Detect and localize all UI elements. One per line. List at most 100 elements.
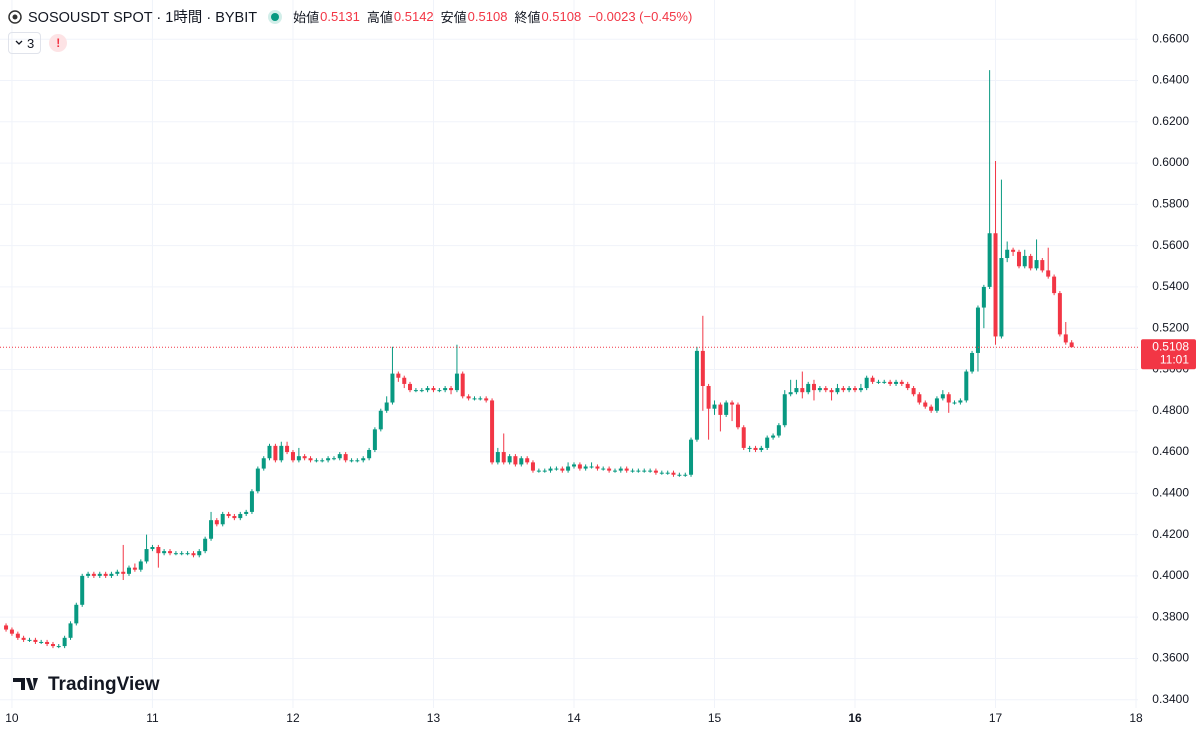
indicator-toggle[interactable]: 3	[8, 32, 42, 54]
x-tick-label: 10	[5, 711, 19, 725]
candle-body	[940, 394, 945, 399]
candle-body	[607, 468, 612, 471]
candle-body	[62, 637, 67, 647]
candle-body	[302, 456, 307, 459]
candle-body	[413, 390, 418, 392]
candle-body	[642, 470, 647, 472]
candle-body	[408, 383, 413, 391]
candle-body	[548, 468, 553, 471]
candle-body	[583, 466, 588, 469]
candle-body	[794, 388, 799, 393]
candle-body	[355, 460, 360, 462]
candle-body	[1005, 249, 1010, 259]
ohlc-value: 0.5108	[541, 9, 582, 24]
candle-body	[683, 474, 688, 476]
candle-body	[226, 513, 231, 517]
candle-body	[554, 468, 559, 470]
candle-body	[636, 470, 641, 472]
candle-body	[718, 404, 723, 415]
y-tick-label: 0.4600	[1152, 444, 1189, 458]
candle-body	[853, 388, 858, 391]
candle-body	[185, 553, 190, 555]
y-tick-label: 0.5600	[1152, 238, 1189, 252]
candle-body	[431, 388, 436, 391]
candle-body	[899, 381, 904, 384]
y-tick-label: 0.3400	[1152, 692, 1189, 706]
y-tick-label: 0.3800	[1152, 609, 1189, 623]
candle-body	[68, 623, 73, 638]
candle-body	[378, 410, 383, 430]
axes: 0.3400 0.3600 0.3800 0.4000 0.4200 0.4400 0.46…	[0, 31, 1196, 725]
candle-body	[870, 377, 875, 382]
candle-body	[788, 392, 793, 395]
candle-body	[706, 385, 711, 409]
candle-body	[665, 472, 670, 474]
candle-body	[970, 352, 975, 372]
candle-body	[384, 402, 389, 411]
candle-body	[121, 571, 126, 574]
indicator-row: 3 !	[8, 32, 68, 54]
candle-body	[490, 400, 495, 463]
candle-body	[1069, 342, 1074, 348]
ohlc-label: 終値	[514, 10, 541, 25]
candle-body	[653, 470, 658, 473]
candle-body	[86, 573, 91, 576]
y-tick-label: 0.3600	[1152, 651, 1189, 665]
candle-body	[361, 458, 366, 461]
x-tick-label: 18	[1129, 711, 1143, 725]
candle-body	[402, 377, 407, 384]
candle-body	[267, 445, 272, 459]
candle-body	[484, 398, 489, 401]
countdown-label: 11:01	[1160, 352, 1189, 366]
candle-body	[905, 383, 910, 389]
candle-body	[419, 390, 424, 392]
candle-body	[56, 646, 61, 648]
candle-body	[894, 381, 899, 384]
candle-body	[829, 390, 834, 393]
watermark: TradingView	[13, 674, 160, 695]
candle-body	[372, 429, 377, 450]
candle-body	[993, 233, 998, 337]
x-tick-label: 14	[567, 711, 581, 725]
candle-body	[671, 472, 676, 475]
candle-body	[460, 373, 465, 397]
candle-body	[249, 491, 254, 512]
candle-body	[1028, 255, 1033, 269]
candle-body	[126, 567, 131, 574]
candle-body	[1022, 255, 1027, 267]
candle-body	[595, 466, 600, 469]
candle-body	[934, 398, 939, 411]
candle-body	[314, 460, 319, 462]
candle-body	[806, 383, 811, 393]
candle-body	[27, 639, 32, 641]
candle-body	[232, 516, 237, 519]
candle-body	[33, 639, 38, 642]
ohlc-label: 始値	[293, 10, 320, 25]
candle-body	[765, 437, 770, 448]
candle-body	[296, 456, 301, 461]
candle-body	[724, 402, 729, 415]
market-status[interactable]	[271, 12, 280, 21]
candle-body	[817, 388, 822, 391]
ohlc-value: 0.5108	[467, 9, 508, 24]
candle-body	[1046, 270, 1051, 277]
candle-body	[50, 644, 55, 647]
y-tick-label: 0.5800	[1152, 197, 1189, 211]
candle-body	[15, 633, 20, 638]
candle-body	[320, 460, 325, 462]
alert-badge[interactable]: !	[49, 34, 68, 52]
candle-body	[712, 404, 717, 409]
candle-body	[109, 573, 114, 576]
candle-body	[613, 470, 618, 472]
candle-body	[571, 464, 576, 467]
candle-body	[308, 458, 313, 461]
candle-body	[343, 454, 348, 461]
candle-body	[771, 435, 776, 438]
candle-body	[911, 388, 916, 395]
candle-body	[1057, 293, 1062, 335]
y-tick-label: 0.4000	[1152, 568, 1189, 582]
y-tick-label: 0.5200	[1152, 320, 1189, 334]
candle-body	[255, 468, 260, 492]
candle-body	[326, 458, 331, 461]
